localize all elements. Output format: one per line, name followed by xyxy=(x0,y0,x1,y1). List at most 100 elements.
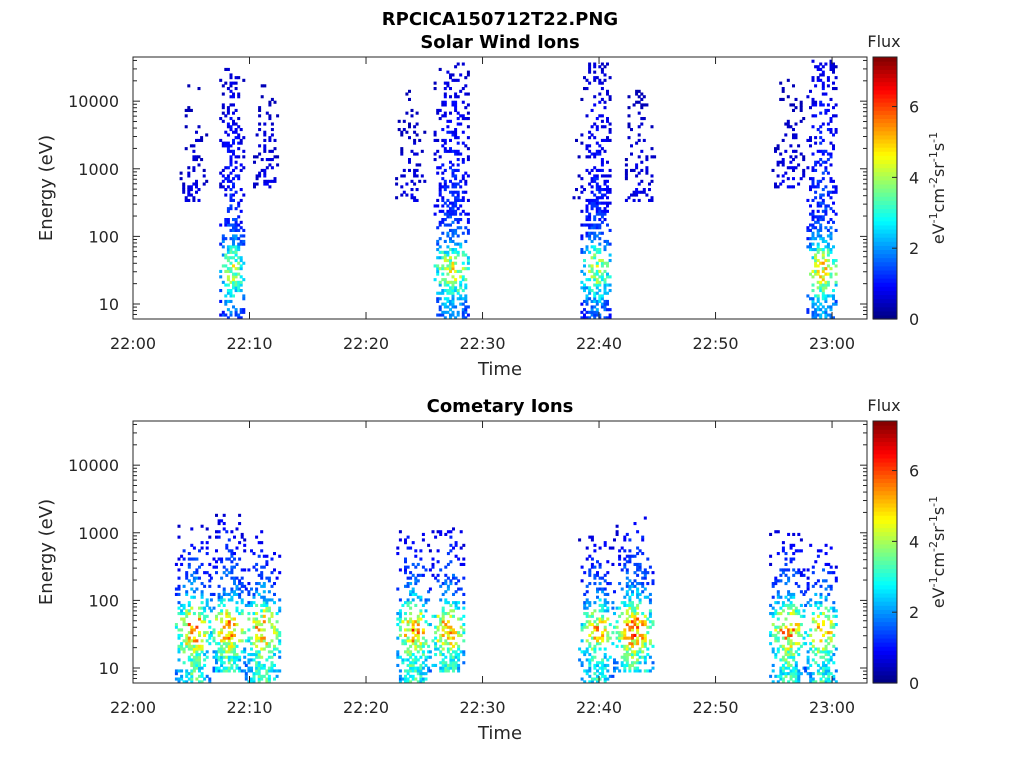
heatmap-cell xyxy=(608,130,612,134)
heatmap-cell xyxy=(226,283,230,287)
heatmap-cell xyxy=(816,179,820,183)
heatmap-cell xyxy=(799,623,803,627)
heatmap-cell xyxy=(267,620,271,624)
heatmap-cell xyxy=(637,133,641,137)
heatmap-cell xyxy=(260,576,264,580)
heatmap-cell xyxy=(624,174,628,178)
heatmap-cell xyxy=(267,576,271,580)
heatmap-cell xyxy=(230,642,234,646)
heatmap-cell xyxy=(189,193,193,197)
heatmap-cell xyxy=(265,562,269,566)
colorbar-step xyxy=(873,134,897,140)
heatmap-cell xyxy=(226,108,230,112)
heatmap-cell xyxy=(177,612,181,616)
heatmap-cell xyxy=(456,253,460,257)
heatmap-cell xyxy=(220,644,224,648)
heatmap-cell xyxy=(267,677,271,681)
heatmap-cell xyxy=(224,294,228,298)
heatmap-cell xyxy=(247,612,251,616)
heatmap-cell xyxy=(238,579,242,583)
heatmap-cell xyxy=(615,631,619,635)
heatmap-cell xyxy=(814,190,818,194)
heatmap-cell xyxy=(821,237,825,241)
heatmap-cell xyxy=(406,639,410,643)
heatmap-cell xyxy=(443,138,447,142)
heatmap-cell xyxy=(633,579,637,583)
heatmap-cell xyxy=(252,653,256,657)
heatmap-cell xyxy=(774,530,778,534)
heatmap-cell xyxy=(595,310,599,314)
heatmap-cell xyxy=(250,658,253,662)
heatmap-cell xyxy=(443,283,447,287)
heatmap-cell xyxy=(814,601,818,605)
heatmap-cell xyxy=(585,234,589,238)
heatmap-cell xyxy=(263,149,267,153)
heatmap-cell xyxy=(406,576,410,580)
heatmap-cell xyxy=(400,185,404,189)
heatmap-cell xyxy=(184,147,188,151)
heatmap-cell xyxy=(197,125,201,129)
heatmap-cell xyxy=(623,549,627,553)
heatmap-cell xyxy=(427,598,431,602)
heatmap-cell xyxy=(784,595,788,599)
heatmap-cell xyxy=(404,565,407,569)
heatmap-cell xyxy=(230,530,234,534)
heatmap-cell xyxy=(628,614,632,618)
heatmap-cell xyxy=(832,625,836,629)
heatmap-cell xyxy=(180,609,184,613)
heatmap-cell xyxy=(824,204,828,208)
heatmap-cell xyxy=(781,89,785,93)
heatmap-cell xyxy=(792,185,795,189)
heatmap-cell xyxy=(819,158,823,162)
heatmap-cell xyxy=(451,267,455,271)
heatmap-cell xyxy=(593,122,597,126)
heatmap-cell xyxy=(262,565,266,569)
heatmap-cell xyxy=(459,587,463,591)
heatmap-cell xyxy=(184,198,188,202)
heatmap-cell xyxy=(195,663,199,667)
heatmap-cell xyxy=(454,653,458,657)
heatmap-cell xyxy=(449,530,453,534)
heatmap-cell xyxy=(804,631,808,635)
heatmap-cell xyxy=(802,171,806,175)
heatmap-cell xyxy=(230,560,234,564)
heatmap-cell xyxy=(250,666,253,670)
heatmap-cell xyxy=(832,609,836,613)
heatmap-cell xyxy=(208,633,212,637)
heatmap-cell xyxy=(809,628,813,632)
heatmap-cell xyxy=(794,549,798,553)
heatmap-cell xyxy=(416,639,420,643)
heatmap-cell xyxy=(802,666,806,670)
heatmap-cell xyxy=(600,67,604,71)
heatmap-cell xyxy=(187,644,191,648)
heatmap-cell xyxy=(209,576,213,580)
heatmap-cell xyxy=(451,207,455,211)
heatmap-cell xyxy=(603,308,607,312)
heatmap-cell xyxy=(192,198,196,202)
heatmap-cell xyxy=(237,286,241,290)
heatmap-cell xyxy=(814,308,818,312)
heatmap-cell xyxy=(267,579,271,583)
heatmap-cell xyxy=(625,636,629,640)
heatmap-cell xyxy=(625,568,629,572)
heatmap-cell xyxy=(623,666,627,670)
heatmap-cell xyxy=(226,144,230,148)
heatmap-cell xyxy=(229,294,233,298)
heatmap-cell xyxy=(811,269,815,273)
heatmap-cell xyxy=(441,171,445,175)
heatmap-cell xyxy=(640,190,644,194)
heatmap-cell xyxy=(628,653,632,657)
heatmap-cell xyxy=(174,623,178,627)
heatmap-cell xyxy=(603,125,607,129)
heatmap-cell xyxy=(200,606,204,610)
heatmap-cell xyxy=(792,674,796,678)
heatmap-cell xyxy=(449,95,452,99)
heatmap-cell xyxy=(454,261,458,265)
heatmap-cell xyxy=(461,310,465,314)
heatmap-cell xyxy=(802,642,806,646)
heatmap-cell xyxy=(227,636,231,640)
heatmap-cell xyxy=(419,642,423,646)
heatmap-cell xyxy=(436,530,440,534)
heatmap-cell xyxy=(431,639,435,643)
heatmap-cell xyxy=(449,655,453,659)
